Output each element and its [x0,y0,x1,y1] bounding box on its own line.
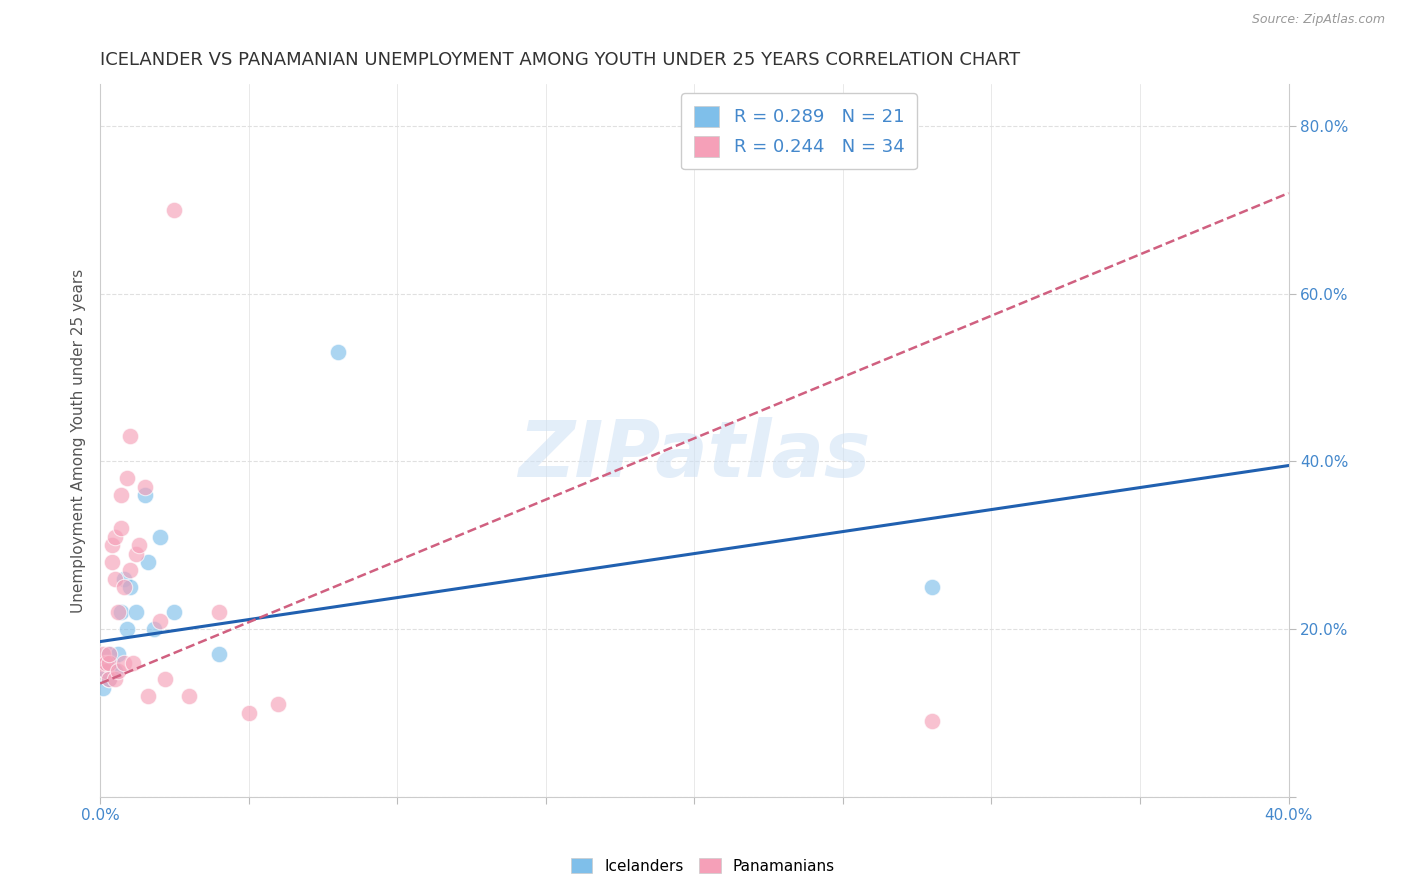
Point [115,622,138,636]
Point [118,563,141,577]
Point [163,202,186,217]
Y-axis label: Unemployment Among Youth under 25 years: Unemployment Among Youth under 25 years [72,268,86,613]
Text: Source: ZipAtlas.com: Source: ZipAtlas.com [1251,13,1385,27]
Point [104,673,127,687]
Point [118,580,141,594]
Point [94,656,117,670]
Point [136,555,159,569]
Point [98,673,121,687]
Point [121,656,143,670]
Point [104,664,127,678]
Point [326,345,349,359]
Legend: R = 0.289   N = 21, R = 0.244   N = 34: R = 0.289 N = 21, R = 0.244 N = 34 [682,93,917,169]
Point [118,429,141,443]
Point [148,530,170,544]
Point [94,664,117,678]
Point [179,689,201,703]
Point [107,605,129,619]
Point [98,647,121,661]
Point [112,656,135,670]
Point [148,614,170,628]
Point [238,706,260,720]
Point [98,673,121,687]
Point [104,530,127,544]
Point [112,572,135,586]
Point [104,572,127,586]
Point [125,605,148,619]
Point [110,605,132,619]
Point [107,647,129,661]
Point [98,647,121,661]
Point [208,605,231,619]
Point [155,673,177,687]
Text: ZIPatlas: ZIPatlas [519,417,870,492]
Point [128,538,150,552]
Point [91,647,114,661]
Point [107,664,129,678]
Point [91,656,114,670]
Point [101,538,124,552]
Point [142,622,165,636]
Point [115,471,138,485]
Point [98,656,121,670]
Point [136,689,159,703]
Point [91,681,114,695]
Point [921,714,943,729]
Point [101,656,124,670]
Point [110,488,132,502]
Point [101,555,124,569]
Point [112,580,135,594]
Point [921,580,943,594]
Point [125,547,148,561]
Point [134,488,156,502]
Point [134,479,156,493]
Point [163,605,186,619]
Point [94,656,117,670]
Point [110,521,132,535]
Point [94,664,117,678]
Point [267,698,290,712]
Legend: Icelanders, Panamanians: Icelanders, Panamanians [565,852,841,880]
Text: ICELANDER VS PANAMANIAN UNEMPLOYMENT AMONG YOUTH UNDER 25 YEARS CORRELATION CHAR: ICELANDER VS PANAMANIAN UNEMPLOYMENT AMO… [100,51,1021,69]
Point [208,647,231,661]
